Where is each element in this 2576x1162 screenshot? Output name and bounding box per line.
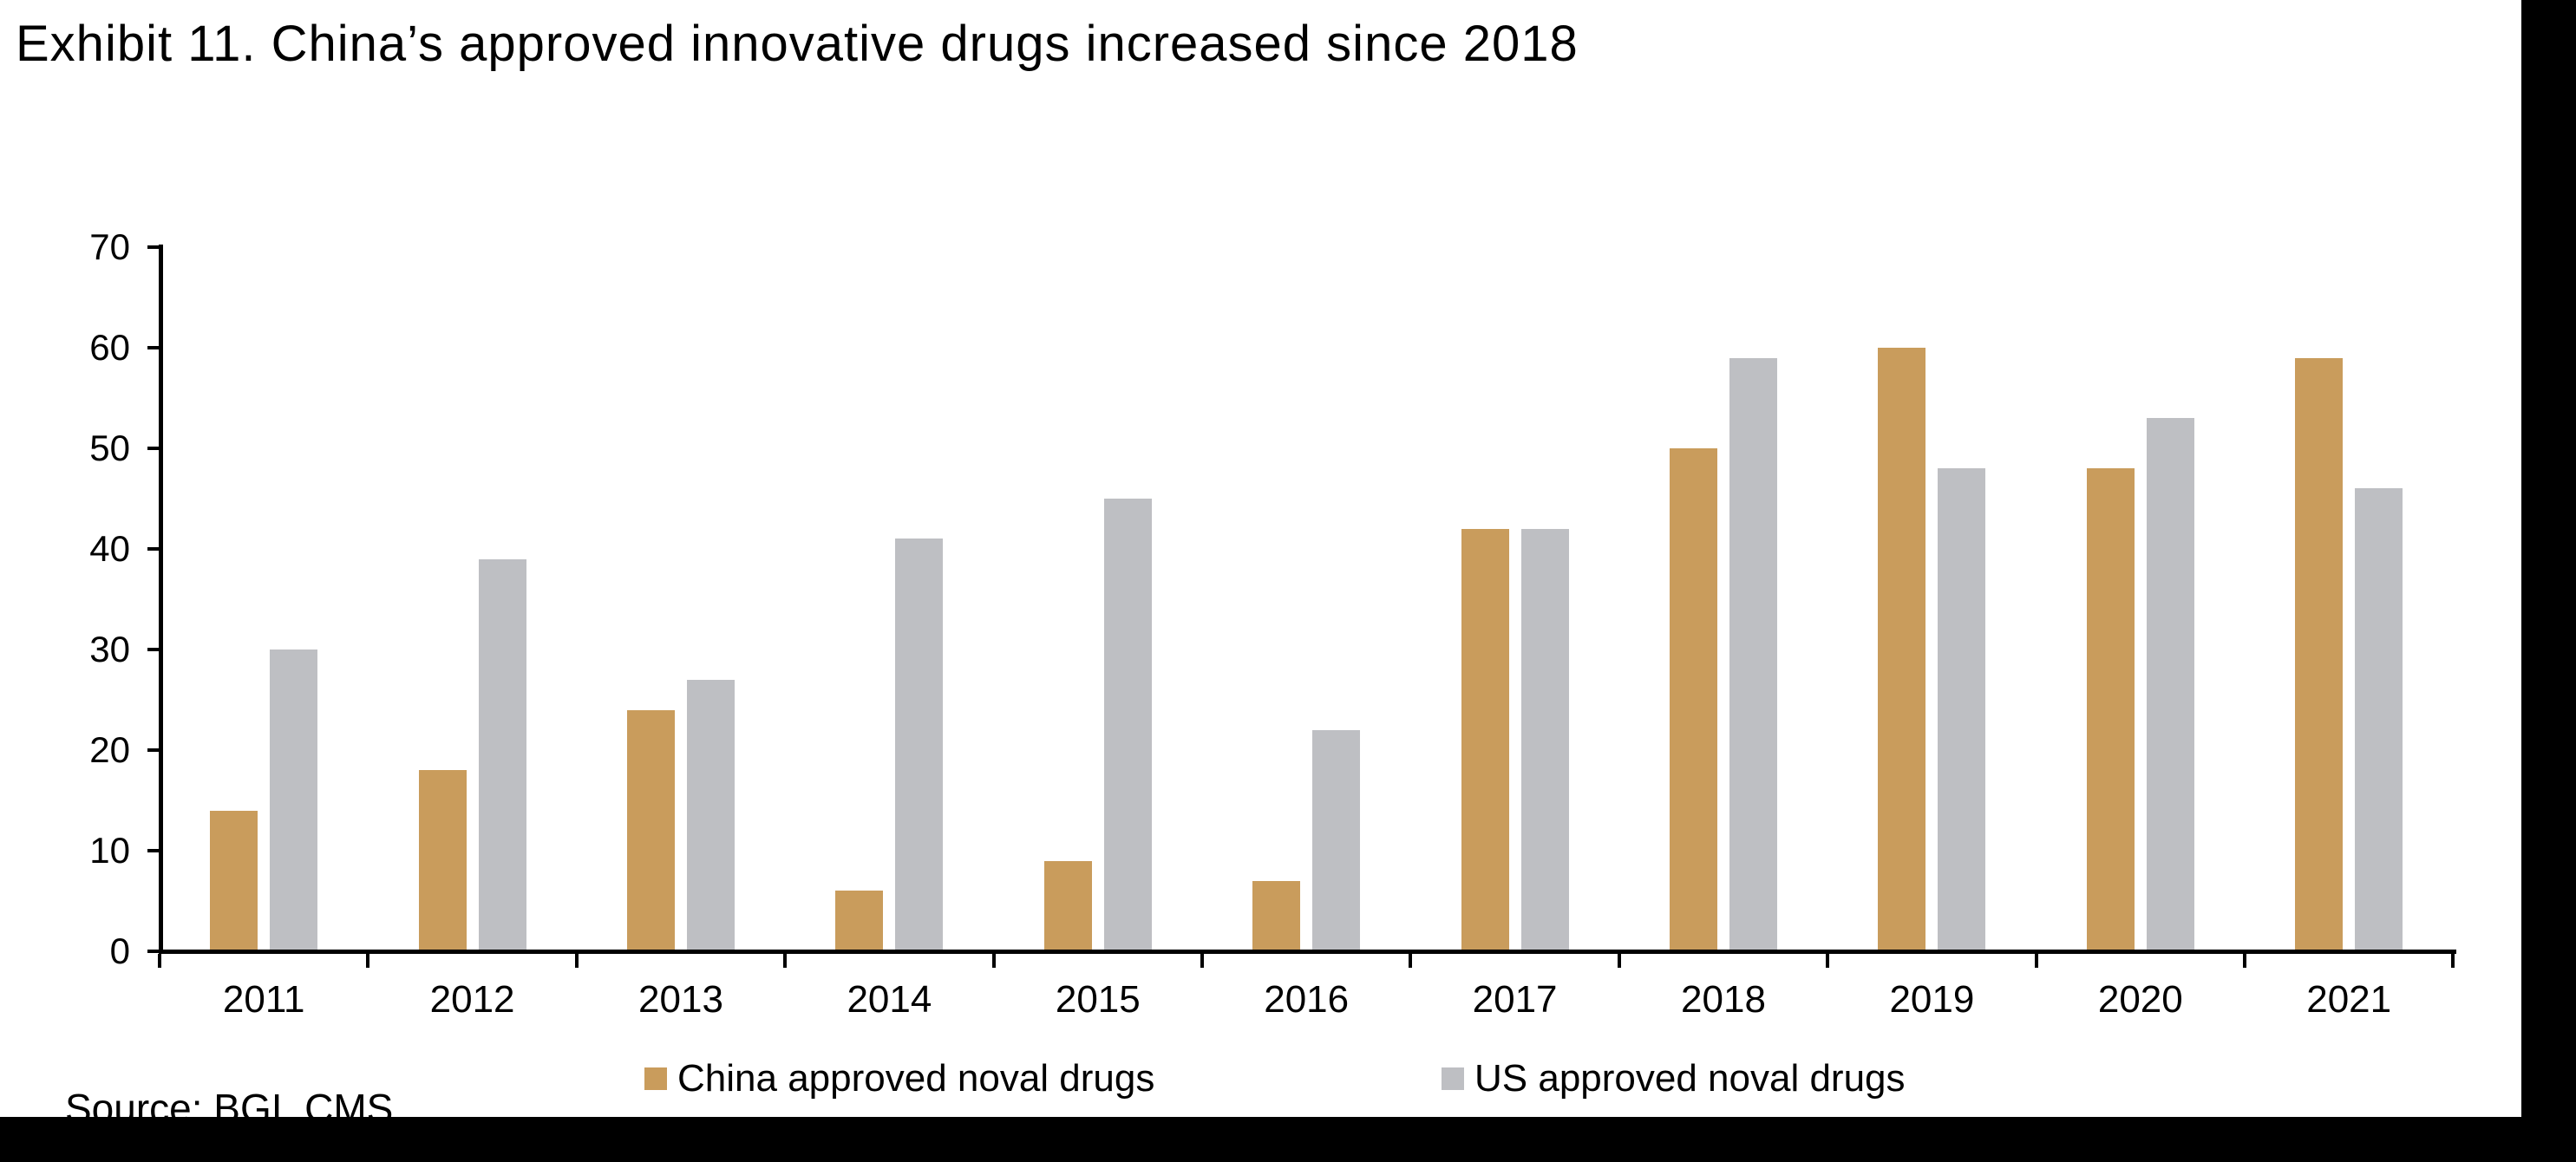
x-axis-tick [2243,954,2246,968]
bar-us-2012 [478,558,526,951]
x-axis-label: 2021 [2306,978,2392,1021]
y-axis-tick [147,447,160,450]
x-axis-line [159,950,2457,954]
x-axis-tick [1617,954,1621,968]
x-axis-tick [991,954,996,968]
x-axis-label: 2018 [1681,978,1766,1021]
y-axis-tick [147,346,160,349]
y-axis-tick [147,950,160,953]
y-axis-label: 30 [89,629,130,669]
x-axis-tick [1409,954,1413,968]
y-axis-tick [147,245,160,249]
y-axis-tick [147,648,160,651]
y-axis-label: 20 [89,729,130,770]
bar-china-2017 [1461,528,1509,951]
right-black-bar [2521,0,2576,1162]
bottom-black-bar [0,1117,2576,1162]
x-axis-tick [783,954,788,968]
bar-us-2020 [2146,418,2194,951]
x-axis-label: 2017 [1472,978,1558,1021]
x-axis-label: 2019 [1889,978,1975,1021]
y-axis-label: 10 [89,830,130,871]
x-axis-label: 2020 [2097,978,2183,1021]
bar-us-2019 [1938,468,1986,951]
bar-us-2018 [1729,357,1777,951]
x-axis-tick [2451,954,2455,968]
bar-china-2021 [2295,357,2344,951]
bar-china-2019 [1878,348,1926,951]
y-axis-tick [147,748,160,752]
x-axis-tick [1200,954,1204,968]
legend-swatch-china [644,1067,667,1090]
y-axis-label: 0 [109,930,130,971]
x-axis-tick [366,954,370,968]
bar-china-2016 [1252,880,1301,951]
x-axis-label: 2015 [1055,978,1141,1021]
legend-item-china: China approved noval drugs [644,1057,1155,1100]
legend-label-us: US approved noval drugs [1474,1057,1906,1100]
x-axis-tick [1826,954,1830,968]
y-axis-label: 50 [89,428,130,468]
x-axis-label: 2011 [222,978,305,1021]
x-axis-tick [2034,954,2038,968]
y-axis-tick [147,547,160,551]
bar-us-2015 [1103,499,1152,951]
bar-us-2011 [270,650,318,951]
bar-china-2012 [418,770,467,951]
bar-us-2021 [2355,488,2403,951]
legend-swatch-us [1442,1067,1464,1090]
x-axis-label: 2013 [638,978,723,1021]
x-axis-label: 2016 [1264,978,1350,1021]
y-axis-label: 60 [89,327,130,368]
x-axis-label: 2014 [847,978,932,1021]
bar-china-2015 [1043,860,1092,951]
bar-china-2018 [1670,448,1717,951]
bar-us-2017 [1520,528,1569,951]
bar-china-2013 [627,709,675,951]
y-axis-line [159,245,163,954]
bar-us-2016 [1312,729,1361,951]
legend-label-china: China approved noval drugs [677,1057,1155,1100]
bar-us-2013 [687,679,735,951]
bar-china-2020 [2086,468,2135,951]
bar-china-2011 [210,810,258,951]
x-axis-tick [158,954,161,968]
legend-item-us: US approved noval drugs [1442,1057,1906,1100]
bar-china-2014 [835,891,884,951]
y-axis-tick [147,849,160,852]
x-axis-label: 2012 [429,978,515,1021]
bar-us-2014 [895,539,944,951]
x-axis-tick [574,954,579,968]
y-axis-label: 40 [89,528,130,569]
chart-title: Exhibit 11. China’s approved innovative … [16,16,1579,72]
y-axis-label: 70 [89,226,130,267]
